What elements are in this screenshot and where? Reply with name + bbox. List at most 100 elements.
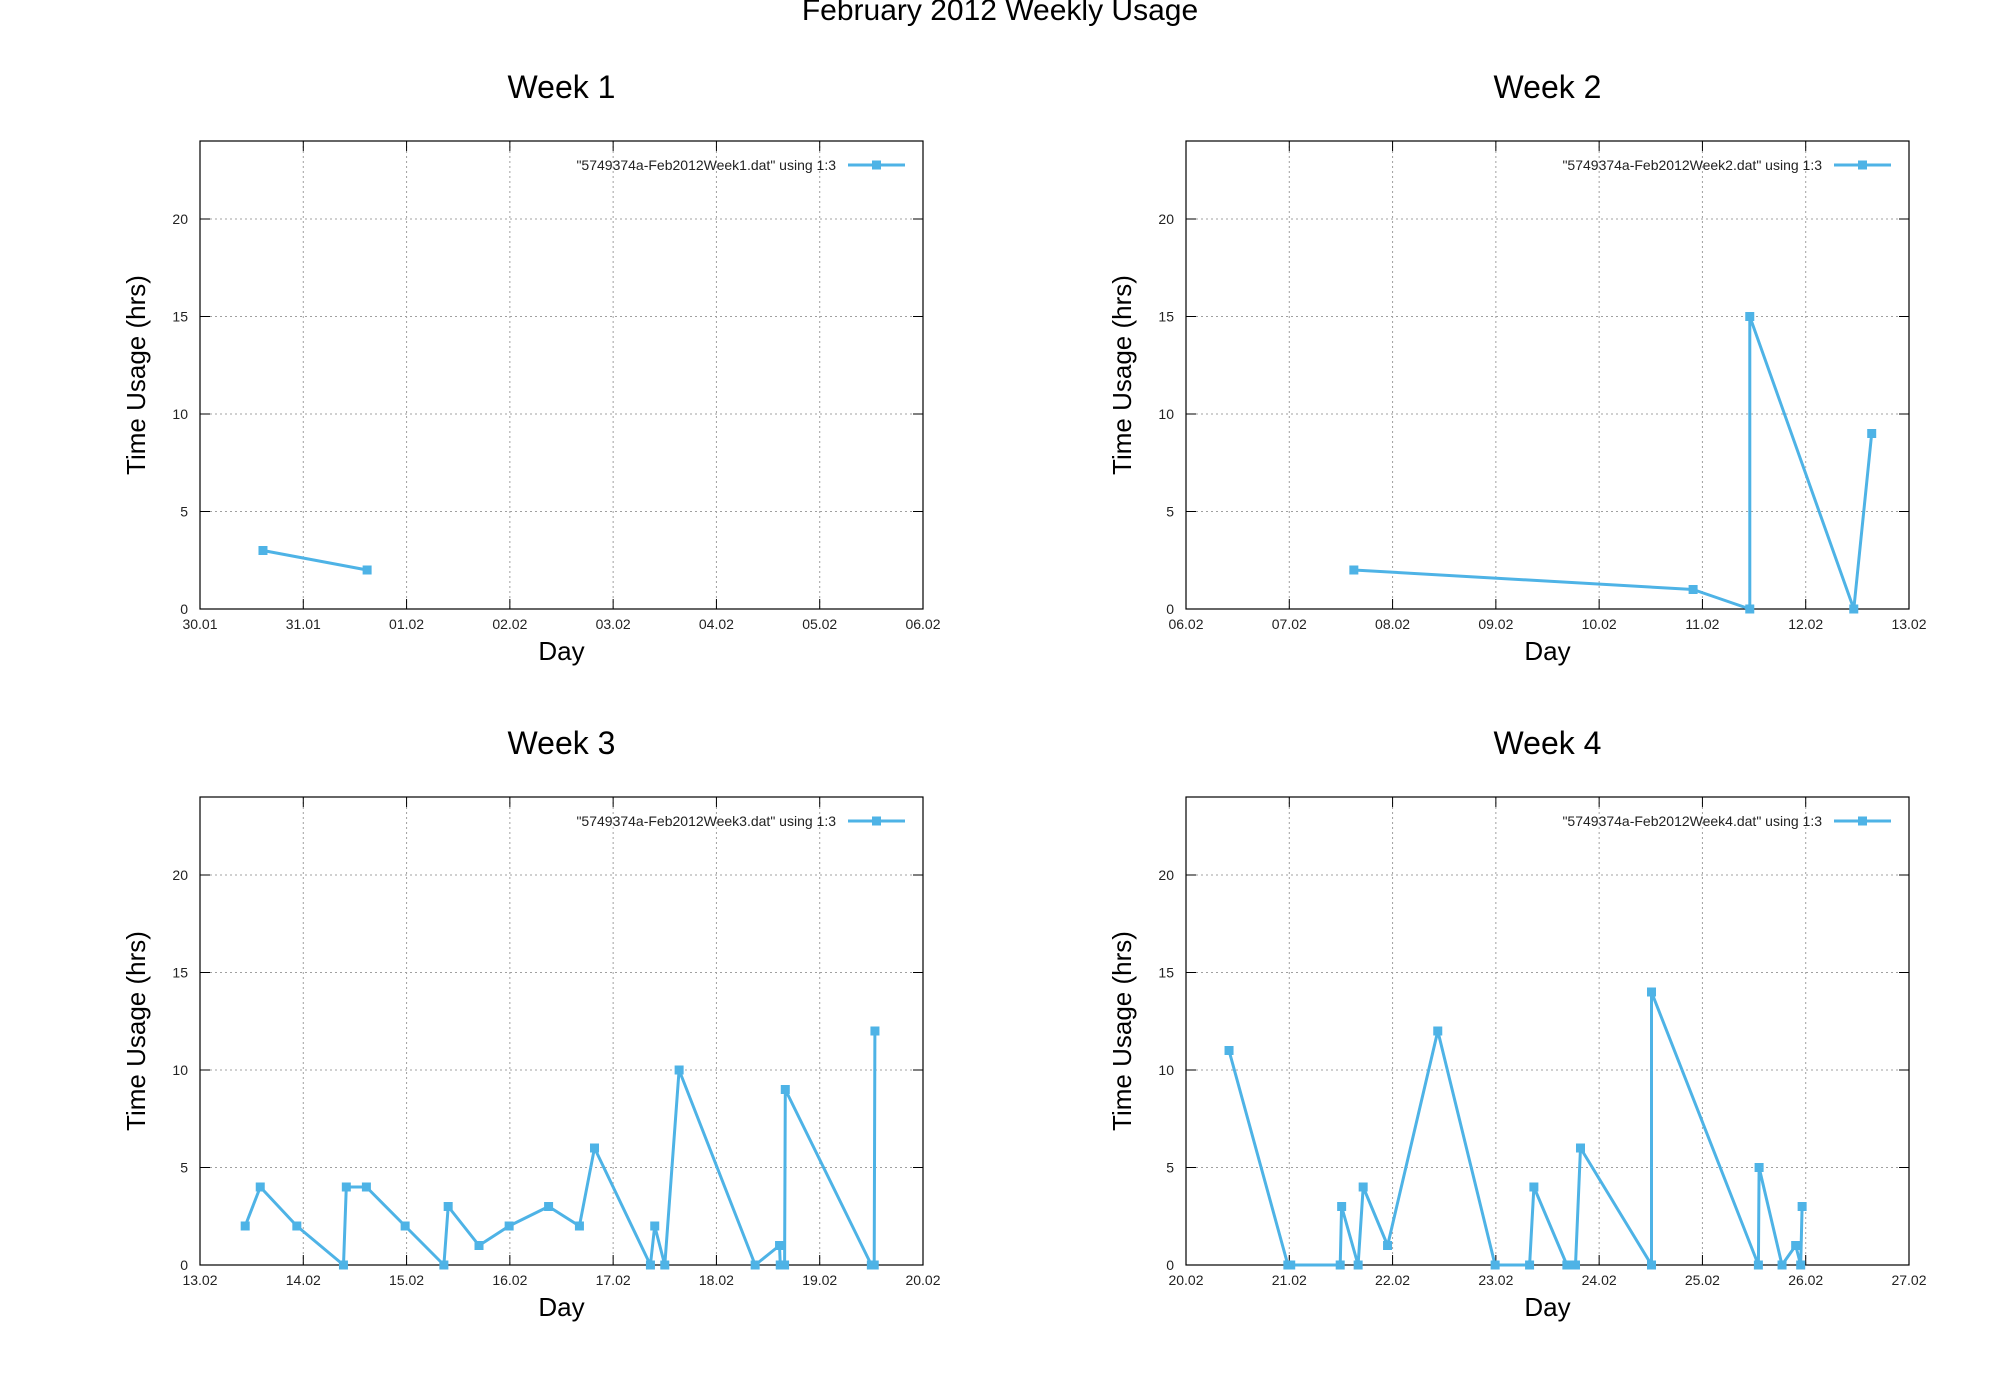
y-tick-label: 20 bbox=[172, 211, 188, 227]
data-point bbox=[1570, 1260, 1580, 1270]
x-tick-label: 05.02 bbox=[802, 616, 837, 632]
data-point bbox=[660, 1260, 670, 1270]
y-tick-label: 20 bbox=[1158, 867, 1174, 883]
data-point bbox=[1353, 1260, 1363, 1270]
legend-marker-swatch bbox=[872, 160, 881, 170]
x-tick-label: 27.02 bbox=[1891, 1272, 1926, 1288]
y-tick-label: 5 bbox=[180, 1160, 188, 1176]
data-point bbox=[544, 1202, 554, 1211]
data-point bbox=[870, 1026, 880, 1036]
data-point bbox=[1849, 604, 1859, 614]
data-point bbox=[775, 1241, 785, 1250]
x-tick-label: 11.02 bbox=[1685, 616, 1719, 632]
data-point bbox=[1433, 1026, 1443, 1036]
legend-entry-label: "5749374a-Feb2012Week2.dat" using 1:3 bbox=[1562, 157, 1822, 173]
x-tick-label: 31.01 bbox=[286, 616, 321, 632]
data-point bbox=[443, 1202, 453, 1211]
data-point bbox=[400, 1221, 410, 1231]
x-tick-label: 06.02 bbox=[1168, 616, 1203, 632]
data-point bbox=[258, 546, 268, 555]
y-tick-label: 15 bbox=[1158, 965, 1174, 981]
x-tick-label: 26.02 bbox=[1788, 1272, 1823, 1288]
y-tick-label: 10 bbox=[1158, 1062, 1174, 1078]
data-point bbox=[341, 1182, 351, 1192]
x-tick-label: 13.02 bbox=[182, 1272, 217, 1288]
y-tick-label: 10 bbox=[172, 406, 188, 422]
x-tick-label: 21.02 bbox=[1272, 1272, 1307, 1288]
x-axis-label: Day bbox=[1524, 1292, 1570, 1322]
x-tick-label: 19.02 bbox=[802, 1272, 837, 1288]
x-tick-label: 23.02 bbox=[1478, 1272, 1513, 1288]
chart-panel-week-4: Week 4 20.02 21.02 22.02 23.02 24.02 25.02 26.0… bbox=[1107, 725, 1927, 1322]
y-axis-label: Time Usage (hrs) bbox=[1107, 275, 1137, 475]
x-tick-label: 06.02 bbox=[905, 616, 940, 632]
x-tick-label: 20.02 bbox=[905, 1272, 940, 1288]
x-tick-label: 08.02 bbox=[1375, 616, 1410, 632]
data-point bbox=[645, 1260, 655, 1270]
x-axis-label: Day bbox=[1524, 636, 1570, 666]
panel-title: Week 2 bbox=[1494, 69, 1602, 105]
legend-entry-label: "5749374a-Feb2012Week3.dat" using 1:3 bbox=[576, 813, 836, 829]
y-tick-label: 0 bbox=[180, 601, 188, 617]
y-tick-label: 20 bbox=[172, 867, 188, 883]
data-point bbox=[750, 1260, 760, 1270]
series-line bbox=[1353, 315, 1874, 611]
data-point bbox=[1490, 1260, 1500, 1270]
data-point bbox=[1286, 1260, 1296, 1270]
x-tick-label: 16.02 bbox=[492, 1272, 527, 1288]
x-tick-label: 20.02 bbox=[1168, 1272, 1203, 1288]
legend-entry-label: "5749374a-Feb2012Week1.dat" using 1:3 bbox=[576, 157, 836, 173]
y-axis-label: Time Usage (hrs) bbox=[121, 931, 151, 1131]
x-tick-label: 04.02 bbox=[699, 616, 734, 632]
data-point bbox=[1562, 1260, 1572, 1270]
data-point bbox=[1796, 1260, 1806, 1270]
x-tick-label: 30.01 bbox=[182, 616, 217, 632]
y-axis-label: Time Usage (hrs) bbox=[1107, 931, 1137, 1131]
x-tick-label: 25.02 bbox=[1685, 1272, 1720, 1288]
data-point bbox=[1867, 429, 1877, 438]
data-point bbox=[1224, 1046, 1234, 1055]
figure-title: February 2012 Weekly Usage bbox=[802, 0, 1198, 27]
data-point bbox=[780, 1085, 790, 1094]
x-tick-label: 12.02 bbox=[1788, 616, 1823, 632]
x-tick-label: 03.02 bbox=[596, 616, 631, 632]
data-point bbox=[504, 1221, 514, 1231]
x-axis-label: Day bbox=[538, 636, 584, 666]
data-point bbox=[474, 1241, 484, 1250]
y-tick-label: 10 bbox=[1158, 406, 1174, 422]
x-tick-label: 18.02 bbox=[699, 1272, 734, 1288]
data-point bbox=[1745, 604, 1755, 614]
x-tick-label: 24.02 bbox=[1582, 1272, 1617, 1288]
series-line bbox=[262, 549, 368, 572]
x-tick-label: 14.02 bbox=[286, 1272, 321, 1288]
y-tick-label: 20 bbox=[1158, 211, 1174, 227]
data-point bbox=[439, 1260, 449, 1270]
x-tick-label: 17.02 bbox=[596, 1272, 631, 1288]
x-tick-label: 01.02 bbox=[389, 616, 424, 632]
x-tick-label: 02.02 bbox=[492, 616, 527, 632]
x-tick-label: 09.02 bbox=[1478, 616, 1513, 632]
y-tick-label: 5 bbox=[1166, 1160, 1174, 1176]
panel-title: Week 3 bbox=[508, 725, 616, 761]
data-point bbox=[1349, 565, 1359, 575]
data-point bbox=[589, 1143, 599, 1153]
data-point bbox=[650, 1221, 660, 1231]
data-point bbox=[1797, 1202, 1807, 1211]
data-point bbox=[1575, 1143, 1585, 1153]
x-tick-label: 07.02 bbox=[1272, 616, 1307, 632]
x-tick-label: 13.02 bbox=[1891, 616, 1926, 632]
data-point bbox=[362, 565, 372, 575]
y-tick-label: 15 bbox=[1158, 309, 1174, 325]
data-point bbox=[780, 1260, 790, 1270]
y-tick-label: 5 bbox=[180, 504, 188, 520]
panel-title: Week 4 bbox=[1494, 725, 1602, 761]
chart-panel-week-3: Week 3 13.02 14.02 15.02 16.02 17.02 18.02 19.0… bbox=[121, 725, 941, 1322]
plot-frame bbox=[199, 796, 924, 1266]
plot-frame bbox=[199, 140, 924, 610]
data-point bbox=[1688, 585, 1698, 594]
x-tick-label: 15.02 bbox=[389, 1272, 424, 1288]
plot-frame bbox=[1185, 796, 1910, 1266]
data-point bbox=[1337, 1202, 1347, 1211]
data-point bbox=[574, 1221, 584, 1231]
